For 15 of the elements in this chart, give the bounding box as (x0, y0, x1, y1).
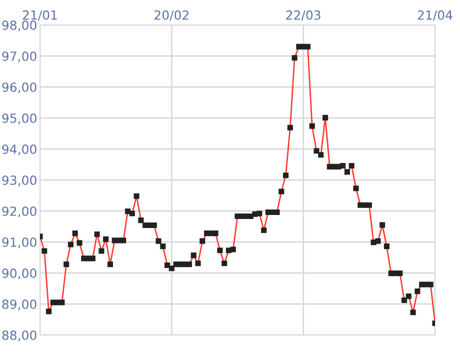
y-tick-label: 90,00 (2, 268, 36, 280)
y-tick-label: 93,00 (2, 175, 36, 186)
y-tick-label: 95,00 (2, 113, 36, 124)
x-tick-label: 21/01 (22, 10, 57, 21)
x-tick-label: 21/04 (418, 10, 452, 21)
y-tick-label: 88,00 (2, 330, 36, 342)
y-tick-label: 96,00 (2, 82, 36, 94)
x-tick-label: 20/02 (154, 10, 188, 21)
y-tick-label: 92,00 (2, 206, 36, 218)
x-tick-label: 22/03 (286, 10, 320, 21)
y-tick-label: 91,00 (2, 237, 36, 248)
y-tick-label: 97,00 (2, 51, 36, 62)
y-tick-label: 98,00 (2, 20, 36, 32)
y-tick-label: 89,00 (2, 299, 36, 310)
y-tick-label: 94,00 (2, 144, 36, 156)
